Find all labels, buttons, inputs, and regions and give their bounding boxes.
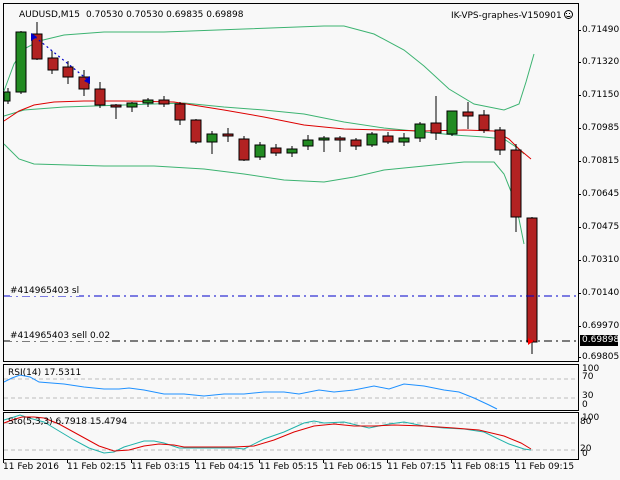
price-chart-canvas bbox=[3, 22, 578, 354]
time-label: 11 Feb 07:15 bbox=[387, 462, 447, 472]
rsi-label: RSI(14) 17.5311 bbox=[8, 368, 82, 378]
time-tick bbox=[387, 459, 388, 463]
symbol-timeframe: AUDUSD,M15 bbox=[19, 10, 80, 20]
stochastic-canvas bbox=[3, 414, 578, 454]
price-label: 0.70310 bbox=[582, 255, 620, 265]
price-tick bbox=[578, 326, 581, 327]
price-tick bbox=[578, 62, 581, 63]
rsi-axis-70: 70 bbox=[582, 372, 594, 382]
trade-entry-arrow-icon bbox=[31, 33, 37, 41]
time-label: 11 Feb 04:15 bbox=[195, 462, 255, 472]
stochastic-label: Sto(5,3,3) 6.7918 15.4794 bbox=[8, 417, 128, 427]
price-tick bbox=[578, 260, 581, 261]
time-tick bbox=[67, 459, 68, 463]
price-tick bbox=[578, 357, 581, 358]
rsi-axis-100: 100 bbox=[582, 364, 600, 374]
sell-order-label: #414965403 sell 0.02 bbox=[10, 331, 111, 341]
price-label: 0.70140 bbox=[582, 288, 620, 298]
ohlc-values: 0.70530 0.70530 0.69835 0.69898 bbox=[86, 10, 244, 20]
candles bbox=[3, 22, 538, 354]
time-label: 11 Feb 03:15 bbox=[131, 462, 191, 472]
time-label: 11 Feb 02:15 bbox=[67, 462, 127, 472]
time-label: 11 Feb 08:15 bbox=[451, 462, 511, 472]
indicator-name-text: IK-VPS-graphes-V150901 bbox=[451, 11, 562, 21]
smiley-icon bbox=[563, 10, 573, 19]
price-tick bbox=[578, 293, 581, 294]
rsi-axis-0: 0 bbox=[582, 400, 588, 410]
sto-axis-20: 20 bbox=[580, 444, 592, 454]
trade-exit-arrow-icon bbox=[84, 76, 90, 84]
price-label: 0.70475 bbox=[582, 222, 620, 232]
price-tick bbox=[578, 161, 581, 162]
sto-axis-100: 100 bbox=[582, 413, 600, 423]
price-label: 0.70985 bbox=[582, 123, 620, 133]
stochastic-panel[interactable]: Sto(5,3,3) 6.7918 15.4794 bbox=[3, 412, 579, 460]
price-label: 0.69970 bbox=[582, 321, 620, 331]
time-label: 11 Feb 06:15 bbox=[323, 462, 383, 472]
time-label: 11 Feb 2016 bbox=[3, 462, 60, 472]
price-tick bbox=[578, 194, 581, 195]
time-tick bbox=[451, 459, 452, 463]
time-tick bbox=[3, 459, 4, 463]
price-tick bbox=[578, 128, 581, 129]
sto-axis-0: 0 bbox=[582, 449, 588, 459]
time-tick bbox=[259, 459, 260, 463]
rsi-axis-30: 30 bbox=[582, 391, 594, 401]
price-label: 0.70815 bbox=[582, 156, 620, 166]
bollinger-middle-line bbox=[3, 102, 525, 155]
price-label: 0.71150 bbox=[582, 90, 620, 100]
price-label: 0.70645 bbox=[582, 189, 620, 199]
time-tick bbox=[195, 459, 196, 463]
bollinger-lower-line bbox=[3, 143, 525, 245]
price-tick bbox=[578, 227, 581, 228]
price-label: 0.71320 bbox=[582, 57, 620, 67]
price-tick bbox=[578, 95, 581, 96]
time-label: 11 Feb 05:15 bbox=[259, 462, 319, 472]
rsi-canvas bbox=[3, 374, 578, 410]
bollinger-upper-line bbox=[3, 25, 535, 111]
sto-axis-80: 80 bbox=[580, 417, 592, 427]
indicator-name: IK-VPS-graphes-V150901 bbox=[451, 10, 573, 21]
price-chart-panel[interactable]: AUDUSD,M15 0.70530 0.70530 0.69835 0.698… bbox=[3, 3, 579, 362]
sell-arrow-icon bbox=[528, 338, 534, 345]
rsi-panel[interactable]: RSI(14) 17.5311 bbox=[3, 364, 579, 411]
trade-path-line bbox=[34, 36, 89, 81]
stop-loss-label: #414965403 sl bbox=[10, 286, 80, 296]
price-label: 0.69805 bbox=[582, 352, 620, 362]
price-tick bbox=[578, 30, 581, 31]
time-tick bbox=[323, 459, 324, 463]
rsi-line bbox=[3, 374, 498, 410]
sto-signal-line bbox=[3, 416, 532, 452]
time-tick bbox=[515, 459, 516, 463]
current-price-marker: 0.69898 bbox=[580, 335, 620, 346]
time-label: 11 Feb 09:15 bbox=[515, 462, 575, 472]
price-label: 0.71490 bbox=[582, 25, 620, 35]
time-tick bbox=[131, 459, 132, 463]
